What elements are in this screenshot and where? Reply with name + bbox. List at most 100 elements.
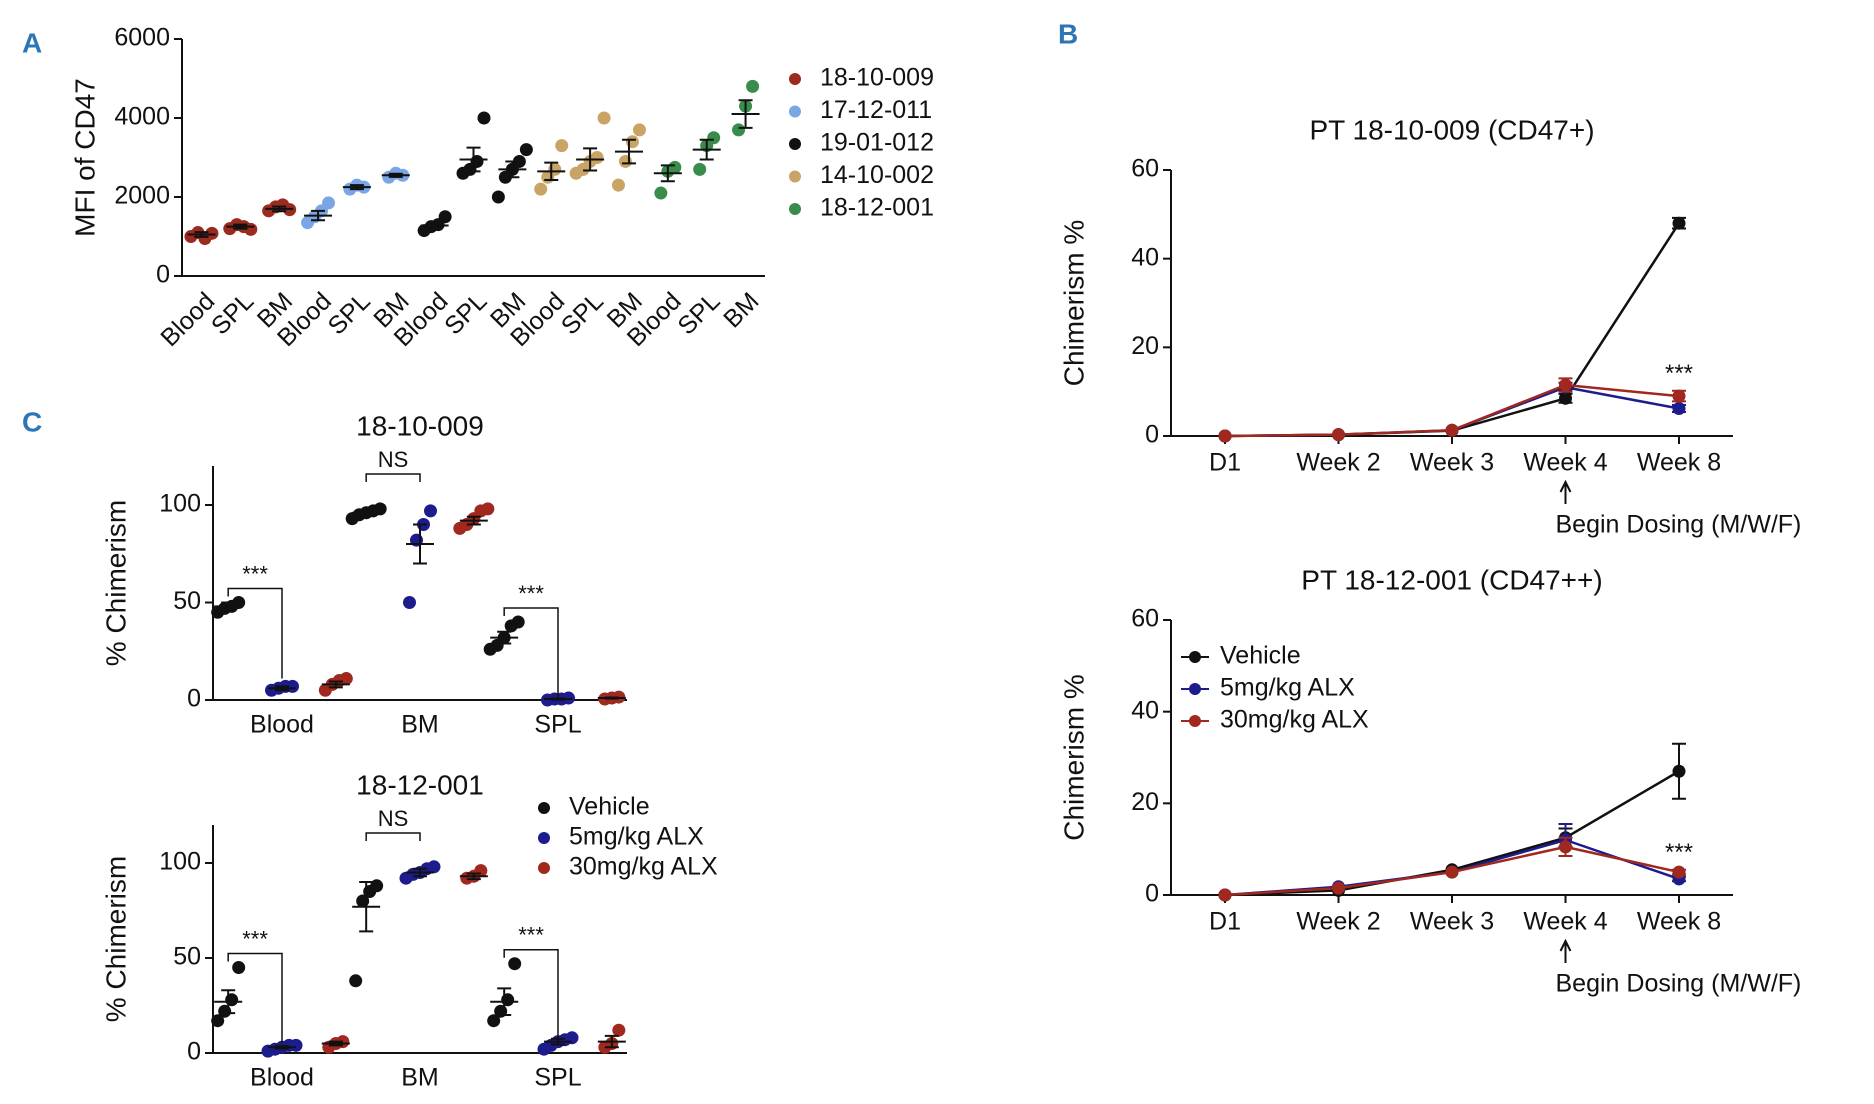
data-point bbox=[611, 178, 625, 192]
data-point bbox=[519, 143, 533, 157]
y-tick-label: 20 bbox=[1131, 332, 1159, 360]
x-tick-label: Blood bbox=[250, 711, 314, 739]
comparison-label: NS bbox=[378, 806, 409, 831]
y-tick-label: 2000 bbox=[114, 182, 170, 210]
data-point bbox=[1332, 881, 1345, 895]
comparison-label: *** bbox=[518, 581, 544, 606]
y-tick-label: 50 bbox=[173, 943, 201, 971]
dosing-note: Begin Dosing (M/W/F) bbox=[1556, 511, 1802, 539]
data-point bbox=[1559, 378, 1572, 392]
data-point bbox=[211, 1014, 225, 1028]
chart-title: PT 18-12-001 (CD47++) bbox=[1301, 564, 1602, 595]
data-point bbox=[339, 672, 353, 686]
legend-label: 19-01-012 bbox=[820, 129, 934, 157]
y-tick-label: 4000 bbox=[114, 103, 170, 131]
dosing-arrow bbox=[1559, 479, 1572, 504]
error-bar bbox=[328, 1040, 343, 1047]
y-tick-label: 100 bbox=[159, 490, 201, 518]
x-tick-label: Week 8 bbox=[1637, 908, 1721, 936]
legend-label: 14-10-002 bbox=[820, 161, 934, 189]
panel-letter: B bbox=[1058, 18, 1078, 49]
error-bar bbox=[544, 161, 559, 182]
data-point bbox=[481, 502, 495, 516]
error-bar bbox=[221, 601, 236, 612]
error-bar bbox=[359, 881, 374, 933]
legend-label: Vehicle bbox=[1220, 642, 1301, 670]
error-bar bbox=[275, 685, 289, 692]
legend-marker bbox=[789, 203, 801, 215]
data-point bbox=[1218, 888, 1232, 902]
y-axis-label: MFI of CD47 bbox=[69, 78, 100, 237]
error-bar bbox=[233, 223, 248, 230]
comparison-bracket bbox=[365, 473, 421, 482]
chart-title: 18-10-009 bbox=[356, 410, 484, 441]
data-point bbox=[491, 190, 505, 204]
legend-marker bbox=[538, 862, 550, 874]
data-point bbox=[508, 957, 522, 971]
y-tick-label: 20 bbox=[1131, 788, 1159, 816]
comparison-label: *** bbox=[242, 926, 268, 951]
data-point bbox=[1445, 865, 1459, 879]
error-bar bbox=[604, 1034, 619, 1049]
data-point bbox=[511, 615, 525, 629]
error-bar bbox=[551, 697, 565, 701]
data-point bbox=[707, 131, 721, 145]
comparison-bracket bbox=[503, 948, 559, 1040]
legend-marker bbox=[789, 105, 801, 118]
x-tick-label: Week 2 bbox=[1296, 908, 1380, 936]
error-bar bbox=[466, 515, 481, 526]
data-point bbox=[625, 135, 639, 149]
data-point bbox=[232, 961, 246, 974]
error-bar bbox=[427, 221, 442, 230]
legend-label: 30mg/kg ALX bbox=[1220, 706, 1369, 734]
data-point bbox=[1218, 429, 1232, 443]
error-bar bbox=[660, 164, 675, 183]
error-bar bbox=[413, 523, 427, 565]
data-point bbox=[534, 182, 548, 196]
data-point bbox=[1559, 840, 1572, 854]
legend-marker bbox=[538, 832, 550, 844]
y-tick-label: 0 bbox=[187, 1038, 201, 1066]
data-point bbox=[548, 162, 562, 176]
data-point bbox=[1559, 391, 1572, 405]
panel-letter: A bbox=[22, 27, 42, 58]
error-bar bbox=[466, 872, 481, 881]
error-bar bbox=[221, 989, 236, 1015]
y-tick-label: 0 bbox=[156, 261, 170, 289]
y-tick-label: 40 bbox=[1131, 696, 1159, 724]
legend-label: Vehicle bbox=[569, 793, 650, 821]
comparison-bracket bbox=[227, 952, 283, 1044]
data-point bbox=[1672, 865, 1686, 879]
data-point bbox=[225, 993, 239, 1007]
error-bar bbox=[359, 509, 374, 516]
legend-label: 17-12-011 bbox=[820, 96, 932, 124]
panel-letter: C bbox=[22, 406, 42, 437]
error-bar bbox=[349, 184, 364, 191]
x-tick-label: Week 4 bbox=[1523, 908, 1607, 936]
error-bar bbox=[738, 99, 753, 129]
data-point bbox=[732, 123, 746, 137]
legend-marker bbox=[789, 73, 801, 85]
data-point bbox=[618, 154, 632, 168]
data-point bbox=[424, 504, 437, 518]
y-tick-label: 60 bbox=[1131, 155, 1159, 183]
x-tick-label: Week 4 bbox=[1523, 449, 1607, 477]
x-tick-label: Week 2 bbox=[1296, 449, 1380, 477]
comparison-label: *** bbox=[242, 561, 268, 586]
chart-title: 18-12-001 bbox=[356, 769, 484, 800]
data-point bbox=[349, 974, 363, 988]
y-axis-label: % Chimerism bbox=[100, 500, 131, 666]
y-tick-label: 60 bbox=[1131, 605, 1159, 633]
comparison-label: NS bbox=[378, 447, 409, 472]
y-axis-label: Chimerism % bbox=[1058, 220, 1089, 386]
x-tick-label: BM bbox=[718, 287, 764, 333]
x-tick-label: D1 bbox=[1209, 449, 1241, 477]
x-tick-label: Week 8 bbox=[1637, 449, 1721, 477]
legend-marker bbox=[1189, 683, 1201, 695]
error-bar bbox=[388, 172, 403, 178]
error-bar bbox=[497, 987, 512, 1016]
legend-label: 30mg/kg ALX bbox=[569, 853, 718, 881]
legend-label: 5mg/kg ALX bbox=[1220, 674, 1355, 702]
data-point bbox=[1672, 389, 1686, 403]
